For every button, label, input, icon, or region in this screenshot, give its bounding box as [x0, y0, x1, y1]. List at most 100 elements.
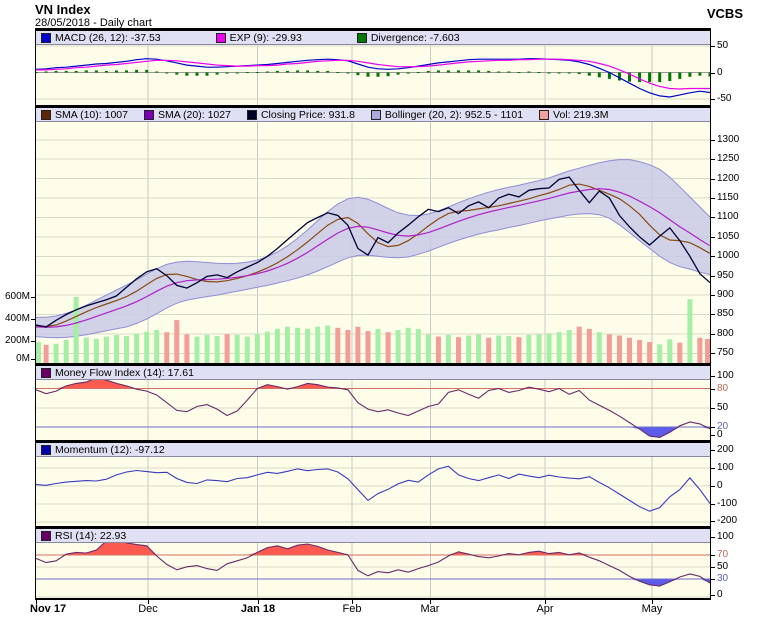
y-axis-tick	[711, 314, 715, 315]
y-axis-label: -50	[717, 93, 732, 104]
panel-momentum: Momentum (12): -97.12	[35, 440, 711, 526]
y-axis-tick	[711, 99, 715, 100]
y-axis-tick	[711, 198, 715, 199]
legend-label: Vol: 219.3M	[553, 108, 609, 121]
legend-item: Vol: 219.3M	[539, 108, 609, 121]
y-axis-label: 900	[717, 289, 734, 300]
page-title: VN Index	[35, 2, 91, 17]
legend-item: SMA (10): 1007	[41, 109, 128, 121]
chart-subtitle: 28/05/2018 - Daily chart	[35, 17, 152, 29]
price-plot	[36, 108, 710, 363]
y-axis-label: 1050	[717, 231, 740, 242]
macd-legend: MACD (26, 12): -37.53 EXP (9): -29.93 Dive…	[36, 31, 710, 45]
legend-swatch	[539, 109, 550, 120]
mfi-legend: Money Flow Index (14): 17.61	[36, 366, 710, 380]
y-axis-label: 50	[717, 561, 729, 572]
legend-label: Money Flow Index (14): 17.61	[55, 366, 194, 379]
legend-label: RSI (14): 22.93	[55, 529, 127, 542]
y-axis-label: 80	[717, 383, 729, 394]
y-axis-tick	[711, 555, 715, 556]
y-axis-label: 1200	[717, 173, 740, 184]
y-axis-label: 50	[717, 402, 729, 413]
legend-swatch	[41, 109, 51, 120]
x-axis-label: Feb	[342, 603, 362, 615]
y-axis-tick	[711, 408, 715, 409]
y-axis-label: 30	[717, 573, 729, 584]
legend-item: RSI (14): 22.93	[41, 530, 126, 542]
legend-swatch	[356, 32, 367, 43]
y-axis-label: 800	[717, 328, 734, 339]
y-axis-tick	[711, 73, 715, 74]
volume-axis-label: 600M	[4, 291, 30, 302]
legend-item: Money Flow Index (14): 17.61	[41, 367, 194, 379]
y-axis-label: 1150	[717, 192, 739, 203]
volume-axis-label: 200M	[4, 335, 30, 346]
legend-item: Bollinger (20, 2): 952.5 - 1101	[370, 108, 524, 121]
legend-label: Closing Price: 931.8	[260, 108, 355, 121]
y-axis-label: 50	[717, 40, 729, 51]
panel-rsi: RSI (14): 22.93	[35, 526, 711, 600]
brand-logo: VCBS	[706, 6, 743, 21]
legend-item: Momentum (12): -97.12	[41, 444, 165, 456]
legend-label: Bollinger (20, 2): 952.5 - 1101	[384, 108, 524, 121]
legend-label: MACD (26, 12): -37.53	[55, 31, 161, 44]
y-axis-tick	[711, 521, 715, 522]
y-axis-tick	[711, 256, 715, 257]
y-axis-label: 0	[717, 589, 723, 600]
y-axis-tick	[711, 450, 715, 451]
y-axis-label: 200	[717, 444, 734, 455]
x-axis-tick	[652, 600, 653, 604]
x-axis-label: Apr	[536, 603, 554, 615]
panel-price: SMA (10): 1007 SMA (20): 1027 Closing Pric…	[35, 105, 711, 363]
y-axis-label: 20	[717, 421, 729, 432]
y-axis-tick	[711, 486, 715, 487]
x-axis-label: Dec	[138, 603, 158, 615]
y-axis-label: 100	[717, 531, 734, 542]
volume-axis-tick	[31, 341, 35, 342]
volume-axis-tick	[31, 319, 35, 320]
y-axis-label: 100	[717, 462, 734, 473]
legend-swatch	[41, 367, 51, 378]
y-axis-tick	[711, 217, 715, 218]
price-legend: SMA (10): 1007 SMA (20): 1027 Closing Pric…	[36, 108, 710, 122]
y-axis-label: 0	[717, 429, 723, 440]
panel-macd: MACD (26, 12): -37.53 EXP (9): -29.93 Dive…	[35, 28, 711, 105]
y-axis-label: -200	[717, 515, 738, 526]
rsi-legend: RSI (14): 22.93	[36, 529, 710, 543]
legend-label: Divergence: -7.603	[370, 31, 460, 44]
y-axis-tick	[711, 140, 715, 141]
legend-swatch	[215, 32, 226, 43]
x-axis-tick	[352, 600, 353, 604]
x-axis-tick	[148, 600, 149, 604]
y-axis-tick	[711, 376, 715, 377]
y-axis-label: 1250	[717, 153, 740, 164]
volume-axis-tick	[31, 359, 35, 360]
x-axis-label: Mar	[420, 603, 440, 615]
legend-swatch	[370, 109, 381, 120]
y-axis-label: 70	[717, 549, 729, 560]
legend-swatch	[246, 109, 257, 120]
y-axis-label: -100	[717, 498, 738, 509]
momentum-legend: Momentum (12): -97.12	[36, 443, 710, 457]
y-axis-tick	[711, 46, 715, 47]
y-axis-label: 1100	[717, 211, 739, 222]
y-axis-tick	[711, 504, 715, 505]
y-axis-tick	[711, 537, 715, 538]
y-axis-tick	[711, 427, 715, 428]
legend-label: EXP (9): -29.93	[229, 31, 302, 44]
y-axis-tick	[711, 237, 715, 238]
y-axis-tick	[711, 579, 715, 580]
x-axis-tick	[430, 600, 431, 604]
legend-item: Closing Price: 931.8	[246, 108, 355, 121]
y-axis-tick	[711, 159, 715, 160]
x-axis-label: Jan 18	[240, 603, 276, 615]
y-axis-label: 850	[717, 308, 734, 319]
y-axis-tick	[711, 295, 715, 296]
y-axis-tick	[711, 353, 715, 354]
volume-axis-tick	[31, 297, 35, 298]
y-axis-label: 0	[717, 480, 723, 491]
y-axis-label: 950	[717, 270, 734, 281]
y-axis-tick	[711, 567, 715, 568]
legend-swatch	[41, 444, 51, 455]
